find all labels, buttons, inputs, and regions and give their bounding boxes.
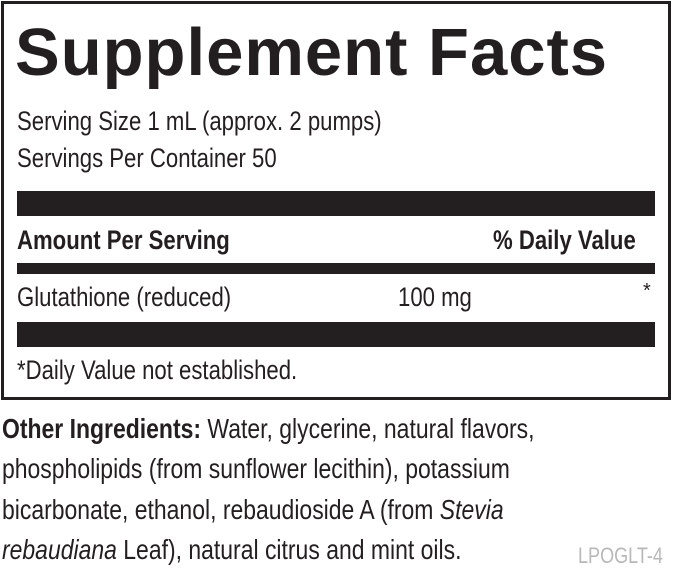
footnote: *Daily Value not established. [17,355,298,385]
other-ingredients-text: bicarbonate, ethanol, rebaudioside A (fr… [2,494,440,525]
ingredient-name: Glutathione (reduced) [17,282,232,312]
other-ingredients-text: Water, glycerine, natural flavors, [201,413,535,444]
latin-name: rebaudiana [2,534,117,565]
divider-medium [17,263,655,274]
product-code: LPOGLT-4 [578,543,663,568]
other-ingredients-label: Other Ingredients: [2,413,202,444]
latin-name: Stevia [439,494,504,525]
divider-thick [17,191,655,216]
amount-per-serving-header: Amount Per Serving [17,225,230,255]
servings-per-container: Servings Per Container 50 [17,143,277,173]
ingredient-dv: * [643,280,651,302]
other-ingredients-line-4: rebaudiana Leaf), natural citrus and min… [2,534,461,566]
supplement-facts-panel [1,1,671,400]
other-ingredients-line-2: phospholipids (from sunflower lecithin),… [2,453,510,484]
other-ingredients-text: Leaf), natural citrus and mint oils. [116,534,462,565]
other-ingredients-line-3: bicarbonate, ethanol, rebaudioside A (fr… [2,494,504,526]
ingredient-amount: 100 mg [398,282,472,312]
daily-value-header: % Daily Value [493,225,636,255]
panel-title: Supplement Facts [15,15,609,90]
other-ingredients-line-1: Other Ingredients: Water, glycerine, nat… [2,413,535,445]
serving-size: Serving Size 1 mL (approx. 2 pumps) [17,106,382,136]
divider-thick-bottom [17,322,655,347]
